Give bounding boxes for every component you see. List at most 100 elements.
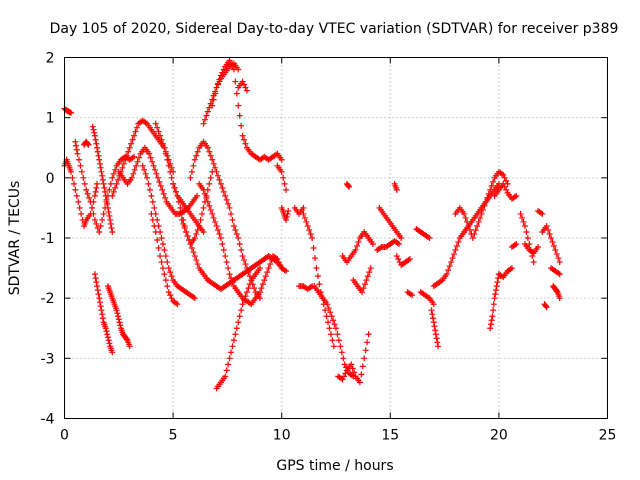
data-point xyxy=(216,230,223,237)
series-arc33 xyxy=(376,204,405,241)
data-point xyxy=(278,168,285,175)
data-point xyxy=(78,210,85,217)
data-point xyxy=(200,204,207,211)
data-point xyxy=(219,241,226,248)
data-point xyxy=(149,158,156,165)
data-point xyxy=(155,245,162,252)
data-point xyxy=(431,323,438,330)
data-point xyxy=(108,224,115,231)
data-point xyxy=(151,222,158,229)
data-point xyxy=(212,218,219,225)
data-point xyxy=(90,210,97,217)
data-point xyxy=(313,265,320,272)
data-point xyxy=(465,222,472,229)
data-point xyxy=(453,243,460,250)
data-point xyxy=(75,198,82,205)
data-point xyxy=(256,265,263,272)
series-arc14 xyxy=(178,216,285,293)
data-point xyxy=(109,192,116,199)
data-point xyxy=(283,213,290,220)
data-point xyxy=(241,257,248,264)
data-point xyxy=(113,307,120,314)
data-point xyxy=(186,237,193,244)
data-point xyxy=(84,140,91,147)
series-arc1 xyxy=(61,105,75,116)
data-point xyxy=(327,331,334,338)
series-arc11 xyxy=(148,210,181,308)
data-point xyxy=(210,160,217,167)
data-point xyxy=(98,307,105,314)
data-point xyxy=(93,140,100,147)
data-point xyxy=(335,337,342,344)
data-point xyxy=(548,235,555,241)
data-point xyxy=(180,220,187,227)
data-point xyxy=(164,283,171,290)
data-point xyxy=(157,132,164,139)
data-point xyxy=(104,200,111,207)
data-point xyxy=(361,355,368,362)
data-point xyxy=(340,355,347,362)
data-point xyxy=(242,84,249,91)
data-point xyxy=(508,265,515,272)
series-arc52 xyxy=(550,283,563,302)
data-point xyxy=(485,190,492,197)
data-point xyxy=(165,265,172,272)
data-point xyxy=(219,184,226,191)
data-point xyxy=(98,168,105,175)
data-point xyxy=(161,144,168,151)
data-point xyxy=(133,162,140,169)
data-point xyxy=(207,152,214,159)
data-point xyxy=(131,166,138,173)
data-point xyxy=(96,160,103,167)
series-arc18 xyxy=(213,265,263,392)
data-point xyxy=(360,285,367,292)
data-point xyxy=(83,186,90,193)
series-arc3 xyxy=(72,138,138,235)
data-point xyxy=(520,218,527,225)
data-point xyxy=(139,162,146,169)
data-point xyxy=(193,257,200,264)
data-point xyxy=(90,126,97,133)
data-point xyxy=(435,343,442,350)
data-point xyxy=(226,271,233,278)
data-point xyxy=(99,311,106,318)
data-point xyxy=(187,241,194,248)
data-point xyxy=(91,129,98,136)
data-point xyxy=(301,214,308,221)
data-point xyxy=(209,102,216,109)
x-tick-label: 20 xyxy=(490,428,508,444)
data-point xyxy=(366,269,373,276)
data-point xyxy=(353,243,360,250)
series-arc40 xyxy=(430,180,502,290)
data-point xyxy=(131,153,138,160)
data-point xyxy=(265,265,272,272)
data-point xyxy=(78,168,85,175)
data-point xyxy=(369,241,376,248)
data-point xyxy=(152,228,159,235)
data-point xyxy=(245,285,252,292)
data-point xyxy=(488,182,495,189)
data-point xyxy=(226,355,233,362)
data-point xyxy=(150,162,157,169)
data-point xyxy=(406,256,413,263)
data-point xyxy=(346,183,353,190)
data-point xyxy=(212,90,219,97)
data-point xyxy=(204,198,211,205)
data-point xyxy=(338,349,345,356)
data-point xyxy=(120,160,127,167)
data-point xyxy=(236,313,243,320)
data-point xyxy=(159,265,166,272)
data-point xyxy=(207,174,214,181)
data-point xyxy=(104,331,111,338)
data-point xyxy=(434,339,441,346)
data-point xyxy=(356,379,363,386)
series-arc7 xyxy=(104,283,133,350)
data-point xyxy=(445,267,452,274)
data-point xyxy=(230,337,237,344)
y-tick-label: -1 xyxy=(41,231,55,247)
data-point xyxy=(142,170,149,177)
data-point xyxy=(543,304,550,311)
data-point xyxy=(148,210,155,217)
data-point xyxy=(223,196,230,203)
y-tick-label: -4 xyxy=(41,412,55,428)
